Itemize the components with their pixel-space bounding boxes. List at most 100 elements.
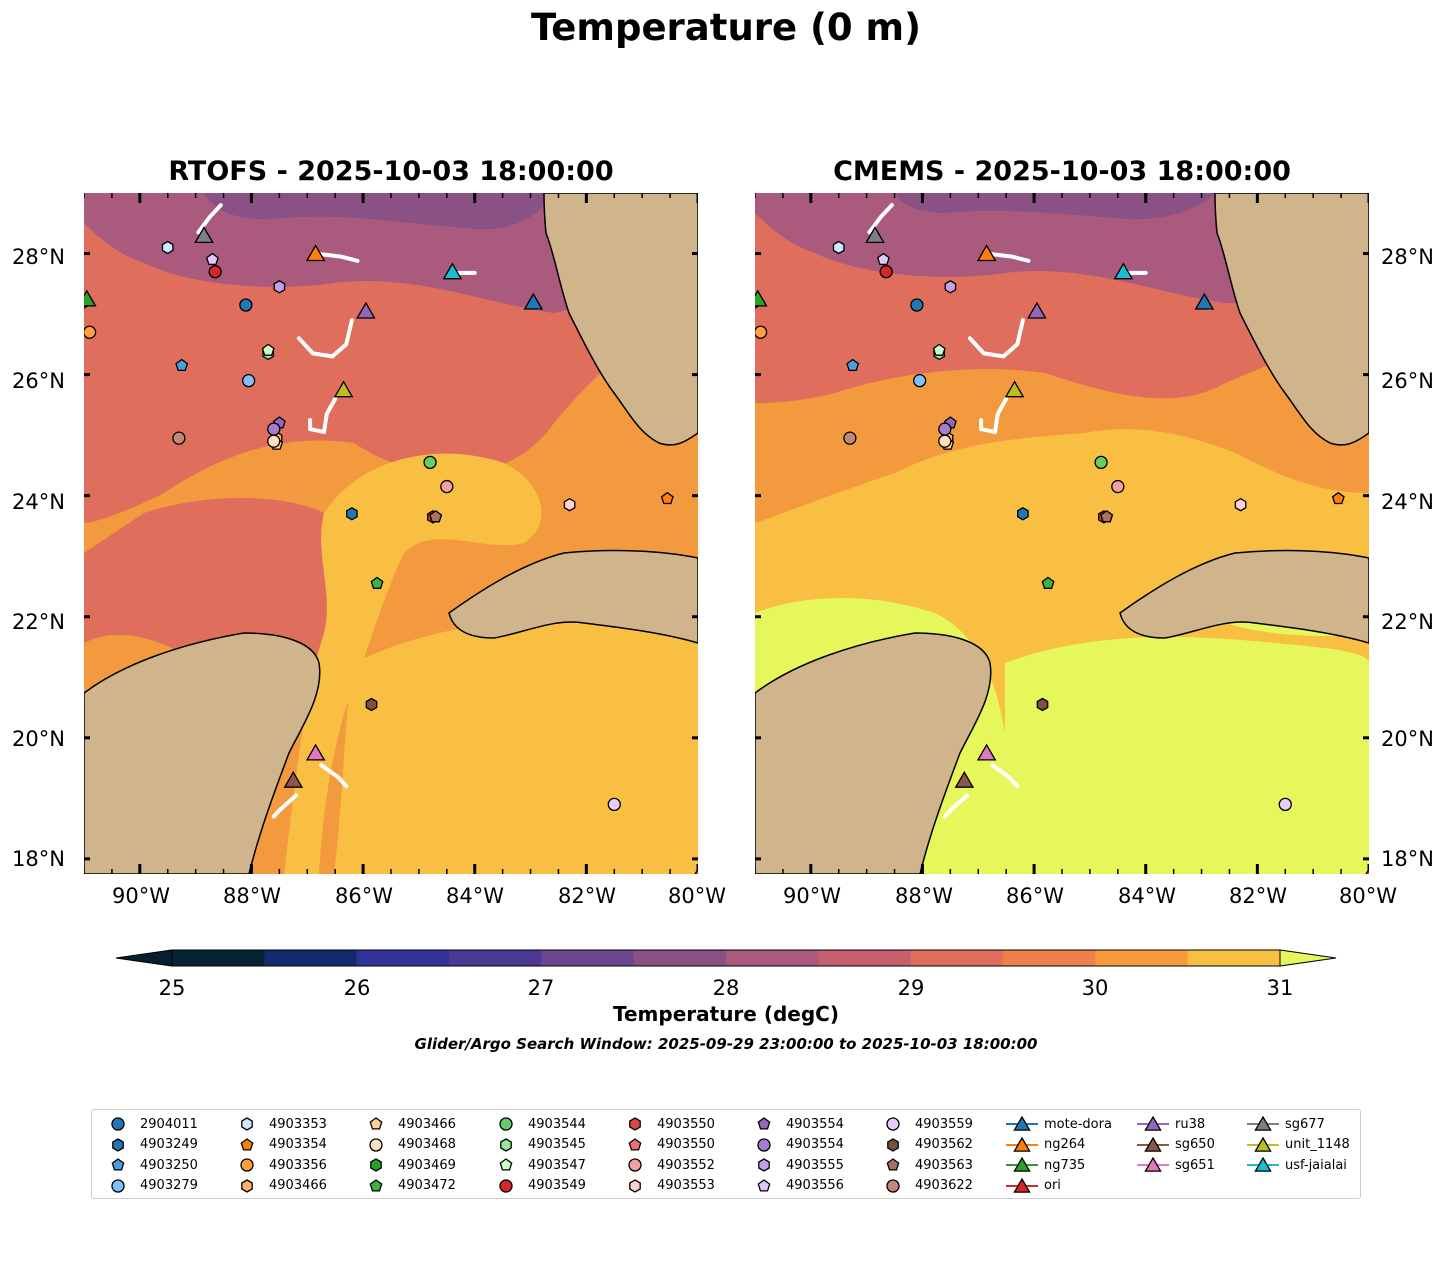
legend-symbol: [370, 1158, 382, 1173]
legend-symbol: [369, 1117, 383, 1130]
argo-float-marker: [938, 422, 952, 436]
glider-track: [271, 793, 299, 819]
legend-marker-icon: [1006, 1177, 1038, 1193]
search-window-text: Glider/Argo Search Window: 2025-09-29 23…: [414, 1035, 1038, 1053]
colorbar-cell: [449, 950, 542, 966]
glider-marker: [305, 244, 326, 262]
argo-float-marker: [660, 491, 674, 505]
legend-item: 4903549: [488, 1176, 586, 1197]
cmems-panel-title: CMEMS - 2025-10-03 18:00:00: [833, 156, 1291, 187]
glider-marker: [523, 292, 544, 310]
colorbar-cell: [356, 950, 450, 966]
legend-column: 4903466 4903468 4903469 4903472: [358, 1114, 456, 1196]
glider-marker: [194, 226, 214, 244]
argo-float-marker: [346, 507, 358, 521]
lat-label-right: 18°N: [1381, 847, 1434, 871]
legend-item: 4903553: [617, 1176, 715, 1197]
legend-marker-icon: [628, 1158, 642, 1172]
legend-item: 4903550: [617, 1135, 715, 1156]
glider-track: [319, 763, 349, 789]
colorbar-cell: [264, 950, 358, 966]
legend-label: sg650: [1175, 1137, 1215, 1153]
glider-marker: [976, 244, 997, 262]
legend-label: 4903550: [657, 1116, 715, 1132]
legend-symbol: [111, 1117, 125, 1131]
legend-marker-icon: [1137, 1156, 1169, 1173]
legend-triangle: [1254, 1136, 1272, 1152]
legend-triangle: [1144, 1156, 1162, 1173]
legend-triangle: [1013, 1177, 1031, 1193]
argo-float-marker: [607, 797, 621, 812]
lon-label-left: 84°W: [446, 884, 504, 908]
glider-marker: [755, 289, 768, 307]
legend-item: 4903559: [875, 1114, 973, 1135]
colorbar-label: Temperature (degC): [613, 1002, 839, 1026]
colorbar-tick: 28: [712, 976, 740, 1000]
argo-float-marker: [261, 343, 275, 356]
legend-label: 4903249: [140, 1137, 198, 1153]
legend-label: 4903547: [528, 1157, 586, 1173]
legend-item: ng735: [1004, 1155, 1112, 1176]
legend-item: 4903554: [746, 1114, 844, 1135]
legend-triangle: [1254, 1156, 1272, 1173]
colorbar-cell: [726, 950, 819, 966]
glider-track: [967, 318, 1025, 359]
legend-marker-icon: [886, 1179, 900, 1193]
legend-column: ru38 sg650 sg651: [1135, 1114, 1215, 1176]
legend-item: 4903547: [488, 1155, 586, 1176]
legend-item: sg650: [1135, 1135, 1215, 1156]
argo-float-marker: [755, 325, 768, 339]
glider-marker: [283, 770, 304, 788]
legend-symbol: [628, 1137, 642, 1151]
legend-column: 4903544 4903545 4903547 4903549: [488, 1114, 586, 1196]
argo-float-marker: [938, 434, 952, 448]
argo-float-marker: [910, 298, 924, 312]
legend-symbol: [887, 1137, 899, 1152]
legend-label: ng735: [1044, 1157, 1086, 1173]
legend-label: 4903279: [140, 1178, 198, 1194]
legend-symbol: [757, 1138, 771, 1152]
legend-marker-icon: [757, 1117, 771, 1130]
legend-column: 4903554 4903554 4903555 4903556: [746, 1114, 844, 1196]
argo-float-marker: [1094, 455, 1108, 470]
glider-track: [196, 203, 223, 235]
legend-symbol: [629, 1178, 641, 1193]
legend-label: ori: [1044, 1178, 1061, 1194]
argo-float-marker: [876, 252, 890, 266]
lat-label-right: 26°N: [1381, 369, 1434, 393]
legend-marker-icon: [758, 1158, 770, 1173]
lon-label-left: 80°W: [668, 884, 726, 908]
legend-column: mote-dora ng264 ng735 ori: [1004, 1114, 1112, 1196]
legend-symbol: [757, 1117, 771, 1130]
legend-item: 4903466: [229, 1176, 327, 1197]
legend-marker-icon: [111, 1117, 125, 1131]
argo-float-marker: [440, 479, 454, 494]
colorbar-over-extension: [1279, 949, 1337, 967]
lon-label-left: 90°W: [112, 884, 170, 908]
legend-label: sg677: [1285, 1116, 1325, 1132]
legend-symbol: [499, 1158, 513, 1171]
legend-item: 4903353: [229, 1114, 327, 1135]
legend-label: 2904011: [140, 1116, 198, 1132]
legend-label: 4903353: [269, 1116, 327, 1132]
legend-symbol: [757, 1178, 771, 1192]
legend-label: 4903554: [786, 1116, 844, 1132]
legend-label: 4903562: [915, 1137, 973, 1153]
legend-label: 4903469: [398, 1157, 456, 1173]
legend-label: sg651: [1175, 1157, 1215, 1173]
legend-marker-icon: [111, 1179, 125, 1193]
legend-label: 4903468: [398, 1137, 456, 1153]
legend-marker-icon: [1247, 1136, 1279, 1152]
legend-label: 4903472: [398, 1178, 456, 1194]
legend-marker-icon: [369, 1138, 383, 1152]
glider-marker: [1027, 301, 1047, 319]
legend-item: ru38: [1135, 1114, 1215, 1135]
argo-float-marker: [1041, 576, 1055, 589]
legend-item: 4903469: [358, 1155, 456, 1176]
legend-marker-icon: [886, 1158, 900, 1171]
argo-float-marker: [563, 497, 576, 512]
legend-item: unit_1148: [1245, 1135, 1350, 1156]
argo-float-marker: [370, 576, 384, 589]
legend-item: 4903250: [100, 1155, 198, 1176]
legend-label: mote-dora: [1044, 1116, 1112, 1132]
